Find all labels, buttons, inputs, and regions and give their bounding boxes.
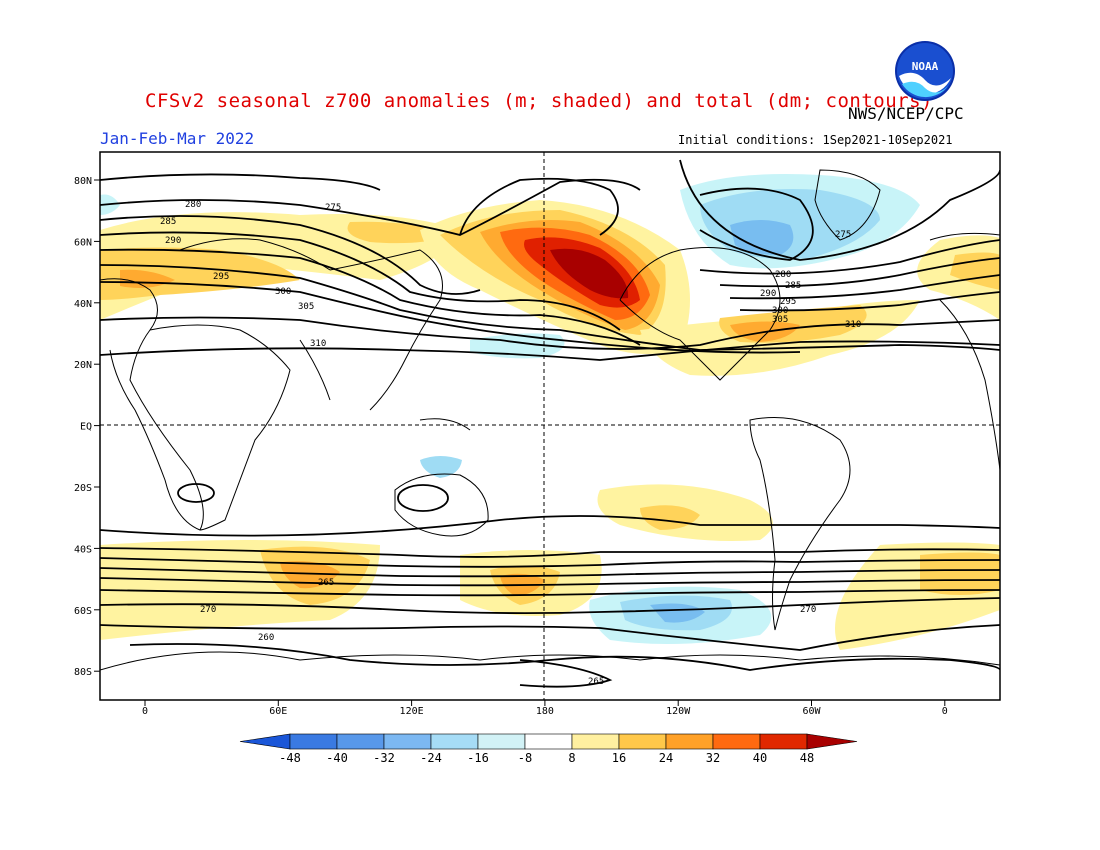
contour-label: 280	[185, 200, 201, 210]
colorbar-swatch	[524, 733, 573, 750]
lon-tick-label: 120W	[666, 706, 691, 717]
lat-tick-label: 20S	[74, 483, 92, 494]
lat-tick-label: 60N	[74, 237, 92, 248]
colorbar-label: -16	[467, 751, 489, 765]
colorbar-label: -48	[279, 751, 301, 765]
contour-label: 310	[310, 339, 326, 349]
colorbar-label: -32	[373, 751, 395, 765]
initial-conditions-label: Initial conditions: 1Sep2021-10Sep2021	[678, 133, 953, 147]
colorbar-label: -40	[326, 751, 348, 765]
lon-tick-label: 60E	[269, 706, 287, 717]
lat-tick-label: 80S	[74, 667, 92, 678]
contour-labels: 280 275 285 290 295 300 305 310 270 265 …	[160, 200, 861, 687]
colorbar-swatch	[571, 733, 620, 750]
colorbar	[239, 733, 858, 750]
colorbar-swatch	[759, 733, 808, 750]
period-label: Jan-Feb-Mar 2022	[100, 129, 255, 148]
noaa-logo: NOAA	[894, 40, 956, 102]
colorbar-label: -8	[518, 751, 532, 765]
colorbar-swatch	[289, 733, 338, 750]
lat-tick-label: 20N	[74, 360, 92, 371]
colorbar-swatch	[383, 733, 432, 750]
lat-tick-label: 40S	[74, 544, 92, 555]
colorbar-swatch	[336, 733, 385, 750]
colorbar-swatch	[477, 733, 526, 750]
lon-tick-label: 0	[942, 706, 948, 717]
contour-label: 295	[213, 272, 229, 282]
chart-title: CFSv2 seasonal z700 anomalies (m; shaded…	[145, 90, 933, 112]
colorbar-label: -24	[420, 751, 442, 765]
lon-tick-label: 60W	[802, 706, 821, 717]
colorbar-arrow-right	[806, 733, 858, 750]
anomaly-shading	[100, 174, 1000, 650]
contour-label: 280	[775, 270, 791, 280]
latitude-axis: 80N 60N 40N 20N EQ 20S 40S 60S 80S	[74, 176, 100, 678]
longitude-axis: 0 60E 120E 180 120W 60W 0	[142, 700, 948, 717]
colorbar-label: 48	[800, 751, 814, 765]
colorbar-swatch	[618, 733, 667, 750]
colorbar-label: 8	[568, 751, 575, 765]
contour-label: 270	[800, 605, 816, 615]
org-label: NWS/NCEP/CPC	[848, 104, 964, 123]
lat-tick-label: EQ	[80, 422, 92, 433]
colorbar-arrow-left	[239, 733, 291, 750]
colorbar-label: 40	[753, 751, 767, 765]
contour-label: 275	[835, 230, 851, 240]
contour-label: 310	[845, 320, 861, 330]
contour-label: 265	[318, 578, 334, 588]
contour-label: 275	[325, 203, 341, 213]
contour-label: 285	[160, 217, 176, 227]
contour-label: 295	[780, 297, 796, 307]
contour-label: 285	[785, 281, 801, 291]
contour-label: 300	[772, 306, 788, 316]
contour-label: 270	[200, 605, 216, 615]
colorbar-label: 16	[612, 751, 626, 765]
contour-label: 265	[588, 677, 604, 687]
colorbar-label: 32	[706, 751, 720, 765]
colorbar-swatch	[430, 733, 479, 750]
colorbar-labels: -48 -40 -32 -24 -16 -8 8 16 24 32 40 48	[279, 751, 814, 765]
lon-tick-label: 120E	[400, 706, 424, 717]
lon-tick-label: 180	[536, 706, 554, 717]
contour-label: 300	[275, 287, 291, 297]
noaa-logo-text: NOAA	[912, 60, 939, 73]
contour-label: 290	[760, 289, 776, 299]
height-contours	[100, 159, 1000, 688]
lat-tick-label: 80N	[74, 176, 92, 187]
lat-tick-label: 40N	[74, 299, 92, 310]
lon-tick-label: 0	[142, 706, 148, 717]
contour-label: 260	[258, 633, 274, 643]
contour-label: 305	[298, 302, 314, 312]
lat-tick-label: 60S	[74, 606, 92, 617]
colorbar-swatch	[712, 733, 761, 750]
contour-label: 290	[165, 236, 181, 246]
contour-label: 305	[772, 315, 788, 325]
coastlines	[100, 169, 1000, 671]
colorbar-swatch	[665, 733, 714, 750]
colorbar-label: 24	[659, 751, 673, 765]
